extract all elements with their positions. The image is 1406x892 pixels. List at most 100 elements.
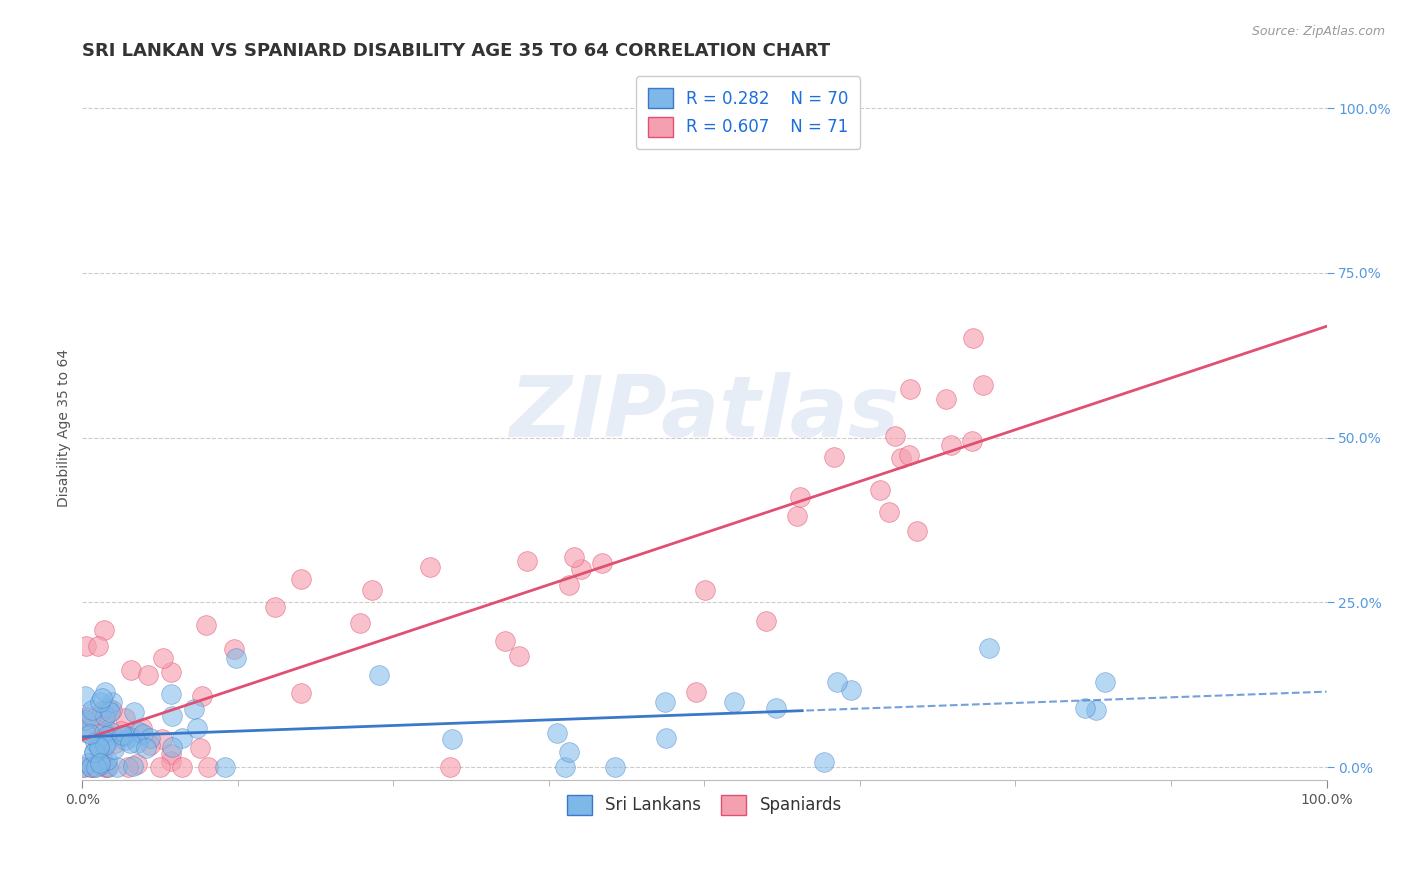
Point: [962, 331, 984, 345]
Point: [101, 695, 124, 709]
Point: [367, 668, 389, 682]
Point: [149, 760, 172, 774]
Point: [439, 760, 461, 774]
Point: [76, 722, 98, 736]
Legend: Sri Lankans, Spaniards: Sri Lankans, Spaniards: [557, 785, 852, 825]
Point: [290, 686, 312, 700]
Point: [160, 747, 183, 761]
Point: [110, 724, 132, 739]
Point: [86, 639, 108, 653]
Point: [105, 759, 128, 773]
Point: [172, 731, 194, 746]
Point: [554, 760, 576, 774]
Point: [132, 727, 155, 741]
Point: [72, 760, 94, 774]
Point: [118, 736, 141, 750]
Text: SRI LANKAN VS SPANIARD DISABILITY AGE 35 TO 64 CORRELATION CHART: SRI LANKAN VS SPANIARD DISABILITY AGE 35…: [83, 42, 831, 60]
Point: [89, 742, 111, 756]
Point: [89, 695, 111, 709]
Point: [96, 760, 118, 774]
Point: [114, 711, 136, 725]
Point: [723, 695, 745, 709]
Point: [94, 684, 117, 698]
Point: [972, 378, 994, 392]
Point: [83, 745, 105, 759]
Point: [516, 554, 538, 568]
Point: [935, 392, 957, 406]
Point: [93, 724, 115, 739]
Point: [440, 732, 463, 747]
Point: [214, 760, 236, 774]
Point: [839, 682, 862, 697]
Point: [80, 760, 103, 774]
Point: [172, 760, 194, 774]
Point: [160, 665, 183, 680]
Point: [135, 740, 157, 755]
Point: [93, 711, 115, 725]
Point: [765, 701, 787, 715]
Point: [91, 690, 114, 705]
Point: [93, 726, 115, 740]
Point: [94, 729, 117, 743]
Point: [94, 708, 117, 723]
Point: [977, 640, 1000, 655]
Point: [869, 483, 891, 497]
Point: [1094, 674, 1116, 689]
Point: [75, 690, 97, 704]
Point: [139, 731, 162, 745]
Point: [183, 702, 205, 716]
Point: [86, 731, 108, 746]
Point: [103, 742, 125, 756]
Point: [120, 730, 142, 744]
Point: [90, 704, 112, 718]
Point: [114, 733, 136, 747]
Point: [898, 448, 921, 462]
Point: [361, 583, 384, 598]
Point: [97, 700, 120, 714]
Point: [349, 615, 371, 630]
Point: [97, 760, 120, 774]
Point: [98, 705, 121, 719]
Point: [789, 490, 811, 504]
Point: [558, 745, 581, 759]
Text: ZIPatlas: ZIPatlas: [509, 372, 900, 455]
Point: [96, 753, 118, 767]
Point: [136, 667, 159, 681]
Point: [79, 727, 101, 741]
Point: [1084, 703, 1107, 717]
Point: [96, 734, 118, 748]
Point: [827, 675, 849, 690]
Point: [564, 549, 586, 564]
Point: [80, 760, 103, 774]
Point: [884, 429, 907, 443]
Point: [80, 703, 103, 717]
Point: [225, 651, 247, 665]
Point: [131, 721, 153, 735]
Point: [87, 740, 110, 755]
Point: [290, 573, 312, 587]
Point: [111, 728, 134, 742]
Point: [898, 382, 921, 396]
Point: [547, 726, 569, 740]
Point: [89, 756, 111, 770]
Point: [263, 599, 285, 614]
Point: [755, 614, 778, 628]
Point: [907, 524, 929, 538]
Point: [128, 725, 150, 739]
Point: [159, 754, 181, 768]
Point: [83, 711, 105, 725]
Point: [125, 736, 148, 750]
Point: [100, 725, 122, 739]
Point: [693, 582, 716, 597]
Point: [877, 505, 900, 519]
Point: [150, 731, 173, 746]
Point: [89, 757, 111, 772]
Point: [591, 556, 613, 570]
Point: [91, 754, 114, 768]
Point: [83, 745, 105, 759]
Point: [76, 756, 98, 770]
Point: [960, 434, 983, 448]
Text: Source: ZipAtlas.com: Source: ZipAtlas.com: [1251, 25, 1385, 38]
Point: [786, 508, 808, 523]
Point: [508, 648, 530, 663]
